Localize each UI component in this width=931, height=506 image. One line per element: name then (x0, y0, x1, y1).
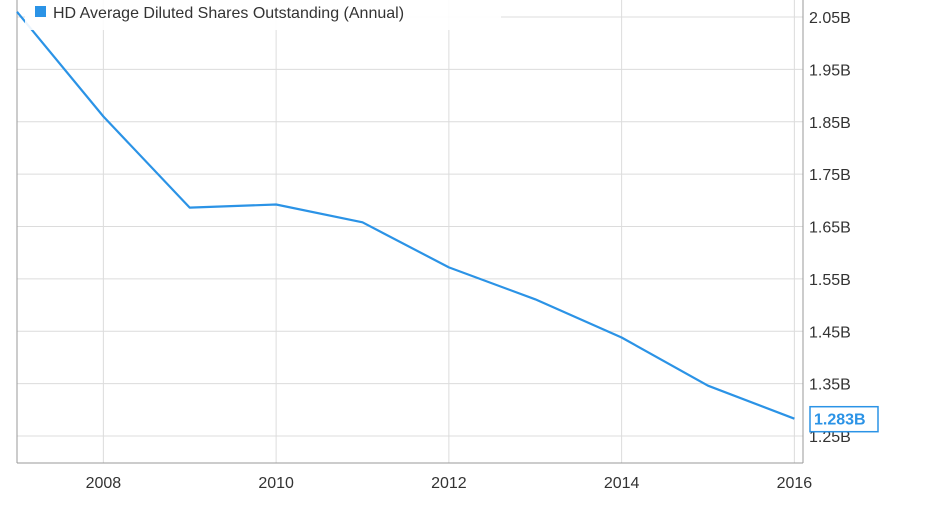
series-line (16, 11, 795, 420)
legend-swatch (35, 6, 46, 17)
x-tick-label: 2014 (604, 475, 640, 492)
legend-background (25, 0, 501, 30)
y-tick-label: 1.45B (809, 324, 851, 341)
y-tick-label: 1.75B (809, 167, 851, 184)
chart-legend: HD Average Diluted Shares Outstanding (A… (25, 0, 501, 30)
y-tick-label: 2.05B (809, 10, 851, 27)
legend-series-label: HD Average Diluted Shares Outstanding (A… (53, 5, 404, 22)
x-tick-label: 2016 (777, 475, 813, 492)
last-value-box (809, 405, 879, 433)
y-tick-label: 1.35B (809, 377, 851, 394)
chart-tick-labels: 2.05B 1.95B 1.85B 1.75B 1.65B 1.55B 1.45B 1.35B… (86, 10, 851, 492)
last-value-label: 1.283B (814, 412, 866, 429)
y-tick-label: 1.85B (809, 115, 851, 132)
chart-series (16, 11, 795, 420)
y-tick-label: 1.25B (809, 429, 851, 446)
chart-grid (17, 0, 803, 463)
y-tick-label: 1.95B (809, 62, 851, 79)
x-tick-label: 2008 (86, 475, 122, 492)
x-tick-label: 2010 (258, 475, 294, 492)
y-tick-label: 1.55B (809, 272, 851, 289)
y-tick-label: 1.65B (809, 220, 851, 237)
chart-axes (16, 0, 804, 464)
x-tick-label: 2012 (431, 475, 467, 492)
last-value-callout: 1.283B (809, 405, 879, 433)
